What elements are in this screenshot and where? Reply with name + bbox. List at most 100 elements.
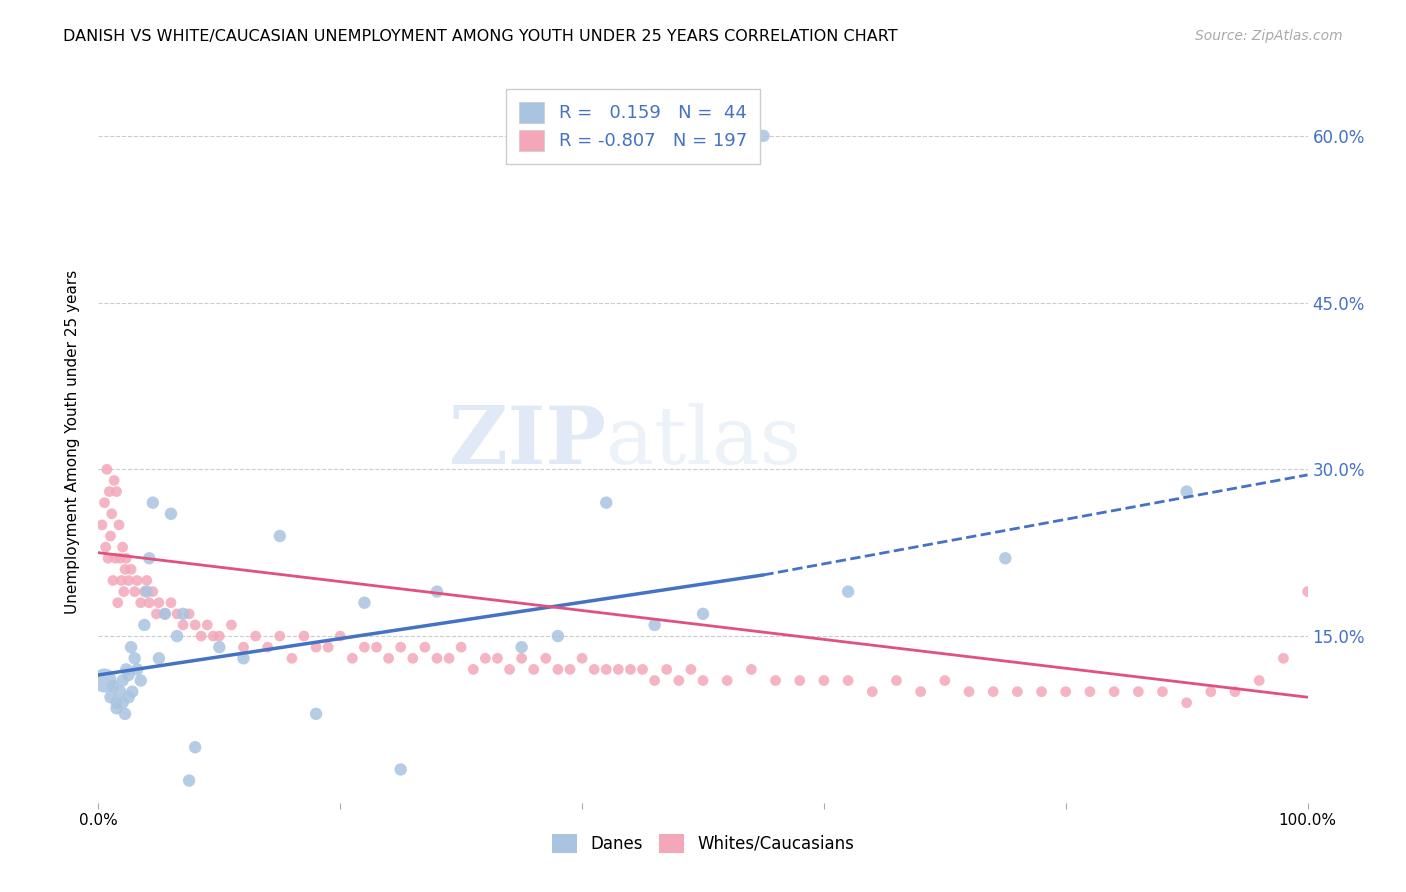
Point <box>110 574 132 588</box>
Point <box>135 584 157 599</box>
Point <box>111 696 134 710</box>
Point <box>134 584 156 599</box>
Point <box>389 763 412 777</box>
Point <box>145 607 167 621</box>
Point <box>558 662 581 676</box>
Point <box>413 640 436 655</box>
Point <box>184 618 207 632</box>
Point <box>1054 684 1077 698</box>
Point <box>94 540 117 554</box>
Point <box>120 562 142 576</box>
Point <box>108 684 131 698</box>
Point <box>105 696 128 710</box>
Legend: Danes, Whites/Caucasians: Danes, Whites/Caucasians <box>546 827 860 860</box>
Text: atlas: atlas <box>606 402 801 481</box>
Point <box>595 496 617 510</box>
Point <box>463 662 485 676</box>
Point <box>934 673 956 688</box>
Point <box>166 607 188 621</box>
Point <box>281 651 304 665</box>
Point <box>571 651 593 665</box>
Text: ZIP: ZIP <box>450 402 606 481</box>
Point <box>583 662 606 676</box>
Point <box>692 673 714 688</box>
Point <box>114 706 136 721</box>
Point <box>1175 484 1198 499</box>
Point <box>269 529 291 543</box>
Point <box>111 673 134 688</box>
Point <box>765 673 787 688</box>
Point <box>114 562 136 576</box>
Point <box>98 484 121 499</box>
Point <box>232 651 254 665</box>
Point <box>837 673 859 688</box>
Point <box>329 629 352 643</box>
Point <box>316 640 339 655</box>
Point <box>740 662 762 676</box>
Point <box>510 640 533 655</box>
Point <box>108 517 131 532</box>
Point <box>426 651 449 665</box>
Point <box>1007 684 1029 698</box>
Point <box>631 662 654 676</box>
Point <box>104 551 127 566</box>
Point <box>595 662 617 676</box>
Point <box>305 706 328 721</box>
Point <box>142 584 165 599</box>
Point <box>547 629 569 643</box>
Point <box>486 651 509 665</box>
Point <box>957 684 980 698</box>
Point <box>366 640 388 655</box>
Point <box>655 662 678 676</box>
Point <box>124 584 146 599</box>
Point <box>134 618 156 632</box>
Point <box>118 690 141 705</box>
Point <box>523 662 546 676</box>
Point <box>97 551 120 566</box>
Point <box>138 551 160 566</box>
Point <box>437 651 460 665</box>
Point <box>510 651 533 665</box>
Point <box>208 629 231 643</box>
Text: DANISH VS WHITE/CAUCASIAN UNEMPLOYMENT AMONG YOUTH UNDER 25 YEARS CORRELATION CH: DANISH VS WHITE/CAUCASIAN UNEMPLOYMENT A… <box>63 29 898 44</box>
Point <box>112 584 135 599</box>
Point <box>353 596 375 610</box>
Point <box>860 684 883 698</box>
Point <box>91 517 114 532</box>
Point <box>105 484 128 499</box>
Point <box>1031 684 1053 698</box>
Point <box>101 574 124 588</box>
Point <box>644 618 666 632</box>
Point <box>644 673 666 688</box>
Point <box>886 673 908 688</box>
Point <box>256 640 278 655</box>
Point <box>93 673 115 688</box>
Point <box>910 684 932 698</box>
Point <box>1296 584 1319 599</box>
Text: Source: ZipAtlas.com: Source: ZipAtlas.com <box>1195 29 1343 43</box>
Point <box>127 574 149 588</box>
Point <box>1223 684 1246 698</box>
Point <box>752 128 775 143</box>
Point <box>305 640 328 655</box>
Point <box>498 662 520 676</box>
Point <box>172 607 194 621</box>
Point <box>202 629 225 643</box>
Point <box>115 551 138 566</box>
Point <box>160 596 183 610</box>
Point <box>1249 673 1271 688</box>
Point <box>377 651 399 665</box>
Point <box>153 607 176 621</box>
Point <box>101 679 124 693</box>
Point <box>121 684 143 698</box>
Point <box>184 740 207 755</box>
Point <box>619 662 641 676</box>
Point <box>692 607 714 621</box>
Point <box>100 507 122 521</box>
Point <box>160 507 183 521</box>
Point <box>124 651 146 665</box>
Point <box>195 618 218 632</box>
Point <box>389 640 412 655</box>
Point <box>100 690 122 705</box>
Point <box>813 673 835 688</box>
